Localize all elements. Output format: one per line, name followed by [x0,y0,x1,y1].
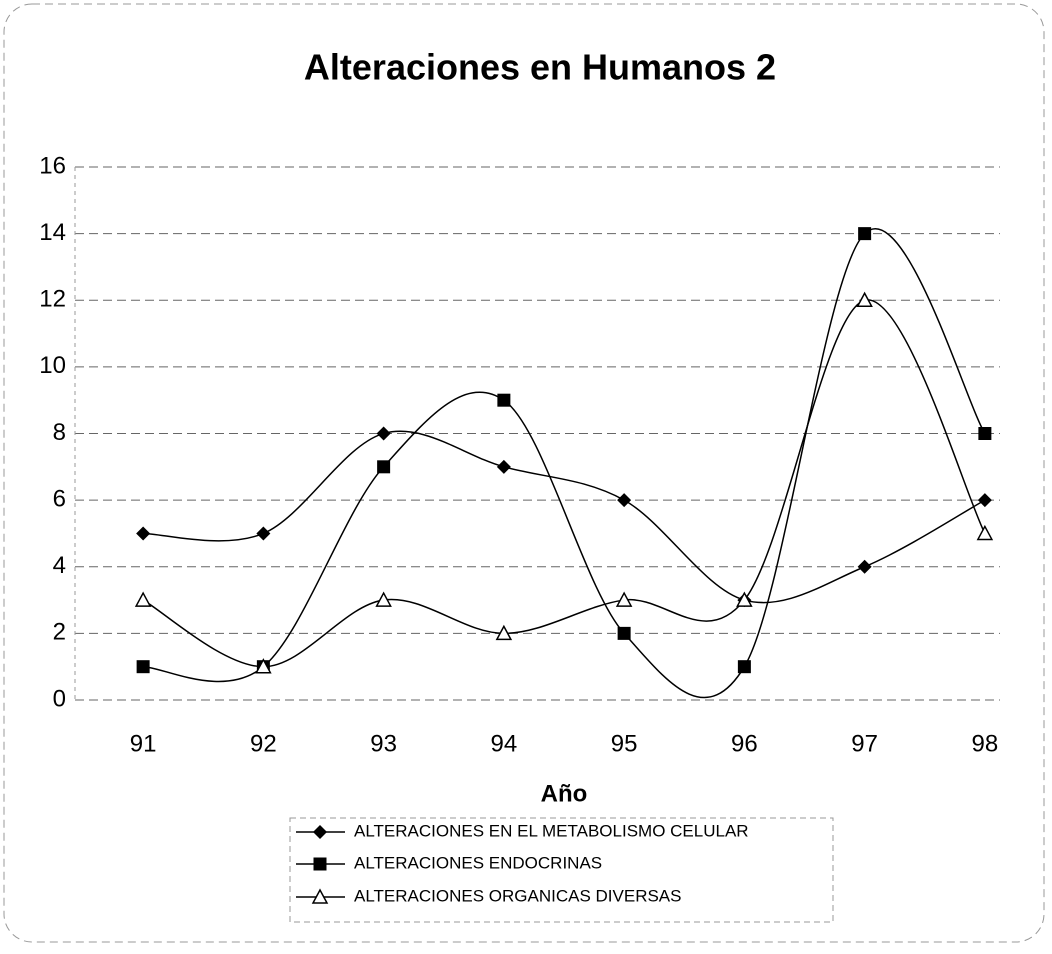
x-tick-label: 93 [370,730,397,757]
series-line [143,430,986,604]
legend-label: ALTERACIONES ENDOCRINAS [354,853,602,872]
x-tick-label: 98 [972,730,999,757]
data-point [136,660,150,674]
data-point [736,591,753,607]
legend-marker [311,888,329,904]
data-point [134,591,152,607]
y-tick-label: 6 [53,485,66,512]
data-point [255,658,272,674]
data-point [858,227,872,241]
data-point [377,460,391,474]
data-point [495,624,513,641]
y-tick-label: 2 [53,619,66,646]
chart-border [3,3,1045,943]
data-point [615,591,633,607]
data-point [737,660,751,674]
legend-marker [313,857,327,871]
data-point [256,526,271,541]
data-point [497,393,511,407]
x-tick-label: 95 [611,730,638,757]
data-point [857,559,872,574]
y-tick-label: 14 [39,219,66,246]
legend-marker [313,825,327,839]
data-point [978,427,992,440]
data-point [617,626,631,640]
data-point [136,526,151,541]
x-tick-label: 91 [130,730,157,757]
legend-label: ALTERACIONES EN EL METABOLISMO CELULAR [354,821,749,840]
y-tick-label: 0 [53,685,66,712]
x-tick-label: 96 [731,730,758,757]
x-tick-label: 92 [250,730,277,757]
data-point [496,459,511,474]
data-point [617,493,632,508]
x-tick-label: 94 [491,730,518,757]
x-tick-label: 97 [851,730,878,757]
legend-label: ALTERACIONES ORGANICAS DIVERSAS [354,886,681,905]
data-point [375,591,392,607]
legend-box [289,817,834,923]
y-tick-label: 12 [39,286,66,313]
y-tick-label: 16 [39,152,66,179]
y-tick-label: 8 [53,419,66,446]
data-point [977,493,992,508]
y-tick-label: 10 [39,352,66,379]
chart-title: Alteraciones en Humanos 2 [304,47,776,88]
data-point [976,524,994,541]
x-axis-label: Año [541,780,588,807]
data-point [856,291,873,307]
data-point [376,426,391,441]
y-tick-label: 4 [53,552,66,579]
